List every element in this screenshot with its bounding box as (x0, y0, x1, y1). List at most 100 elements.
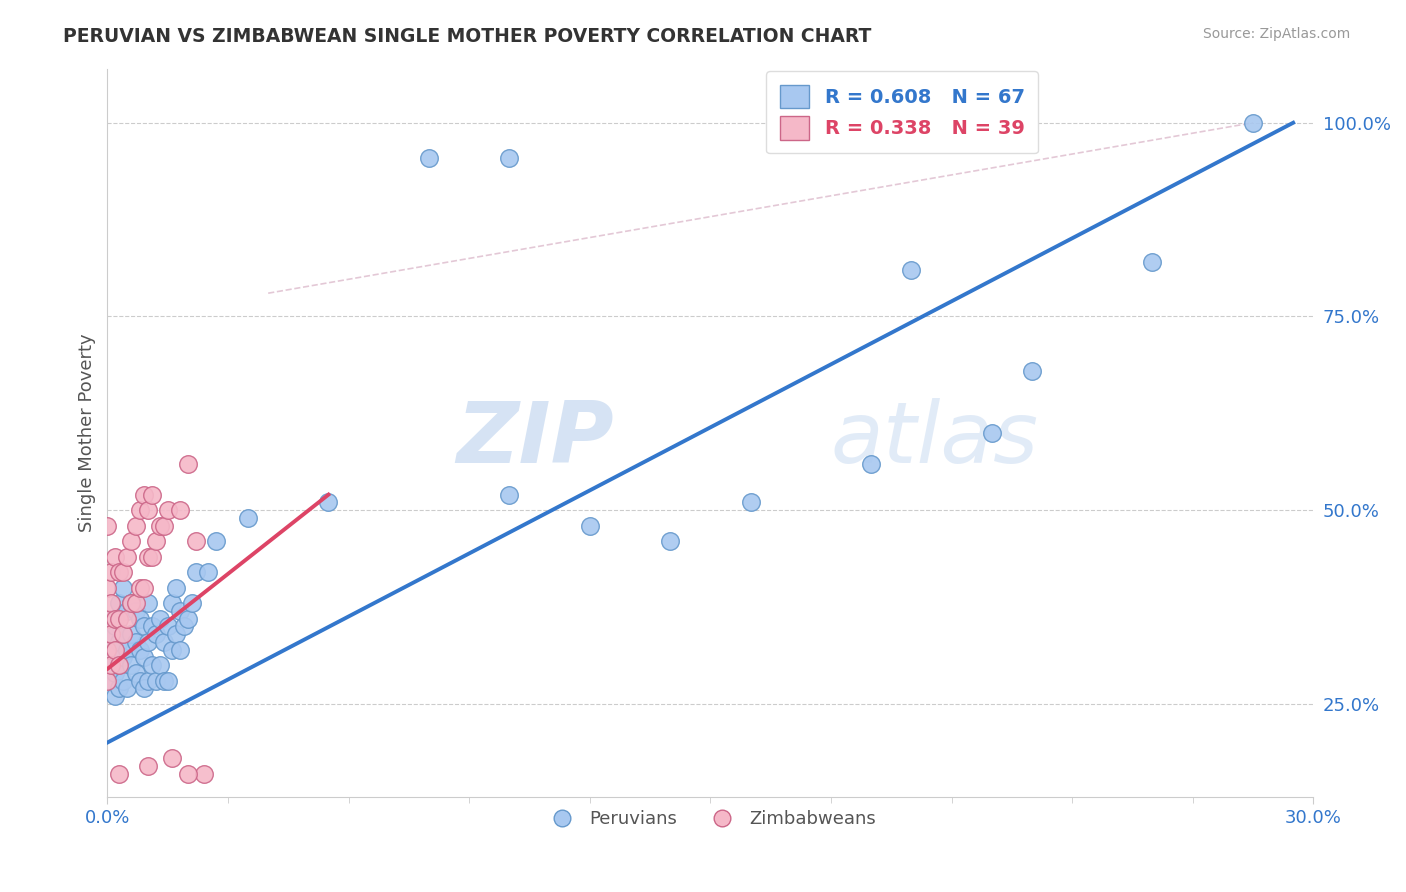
Point (104, 665, 127, 680)
Point (108, 565, 131, 579)
Point (136, 635, 159, 649)
Point (141, 619, 163, 633)
Point (100, 627, 122, 641)
Point (498, 488, 520, 502)
Point (108, 658, 131, 673)
Point (152, 635, 174, 649)
Point (152, 518, 174, 533)
Point (160, 596, 183, 610)
Text: ZIP: ZIP (456, 399, 614, 482)
Point (149, 611, 172, 625)
Point (165, 627, 187, 641)
Point (117, 611, 139, 625)
Point (156, 619, 179, 633)
Point (156, 673, 179, 688)
Point (177, 611, 200, 625)
Point (108, 635, 131, 649)
Point (177, 766, 200, 780)
Point (156, 503, 179, 517)
Point (860, 457, 883, 471)
Point (160, 642, 183, 657)
Point (145, 534, 167, 549)
Point (136, 596, 159, 610)
Point (117, 642, 139, 657)
Point (318, 495, 340, 509)
Text: Source: ZipAtlas.com: Source: ZipAtlas.com (1202, 27, 1350, 41)
Point (136, 503, 159, 517)
Point (100, 658, 122, 673)
Point (132, 581, 155, 595)
Point (180, 596, 202, 610)
Point (100, 627, 122, 641)
Point (112, 565, 135, 579)
Point (121, 596, 143, 610)
Point (980, 425, 1002, 440)
Point (104, 549, 127, 564)
Point (121, 596, 143, 610)
Point (96, 581, 118, 595)
Point (197, 565, 219, 579)
Point (184, 534, 207, 549)
Point (121, 534, 143, 549)
Point (132, 488, 155, 502)
Point (141, 658, 163, 673)
Point (124, 635, 146, 649)
Point (160, 751, 183, 765)
Point (1241, 116, 1264, 130)
Point (124, 596, 146, 610)
Point (104, 689, 127, 703)
Point (145, 627, 167, 641)
Point (100, 658, 122, 673)
Point (104, 642, 127, 657)
Point (169, 503, 191, 517)
Point (169, 604, 191, 618)
Point (136, 759, 159, 773)
Point (112, 650, 135, 665)
Point (141, 549, 163, 564)
Point (900, 263, 922, 277)
Point (136, 673, 159, 688)
Point (149, 658, 172, 673)
Point (108, 766, 131, 780)
Point (100, 596, 122, 610)
Point (132, 650, 155, 665)
Point (117, 681, 139, 696)
Point (121, 627, 143, 641)
Point (145, 673, 167, 688)
Point (128, 503, 150, 517)
Point (205, 534, 228, 549)
Point (108, 658, 131, 673)
Point (193, 766, 215, 780)
Point (112, 627, 135, 641)
Point (96, 673, 118, 688)
Point (659, 534, 682, 549)
Point (108, 681, 131, 696)
Point (112, 673, 135, 688)
Point (100, 611, 122, 625)
Point (128, 581, 150, 595)
Point (100, 642, 122, 657)
Point (165, 581, 187, 595)
Point (149, 518, 172, 533)
Point (132, 681, 155, 696)
Point (578, 518, 600, 533)
Point (108, 611, 131, 625)
Point (104, 611, 127, 625)
Point (136, 549, 159, 564)
Point (152, 673, 174, 688)
Point (104, 642, 127, 657)
Point (121, 658, 143, 673)
Point (177, 457, 200, 471)
Point (236, 511, 259, 525)
Point (740, 495, 762, 509)
Point (128, 642, 150, 657)
Point (108, 596, 131, 610)
Point (1021, 364, 1043, 378)
Legend: Peruvians, Zimbabweans: Peruvians, Zimbabweans (537, 803, 883, 835)
Point (124, 665, 146, 680)
Text: atlas: atlas (831, 399, 1039, 482)
Point (184, 565, 207, 579)
Point (418, 151, 440, 165)
Point (104, 619, 127, 633)
Point (1142, 255, 1164, 269)
